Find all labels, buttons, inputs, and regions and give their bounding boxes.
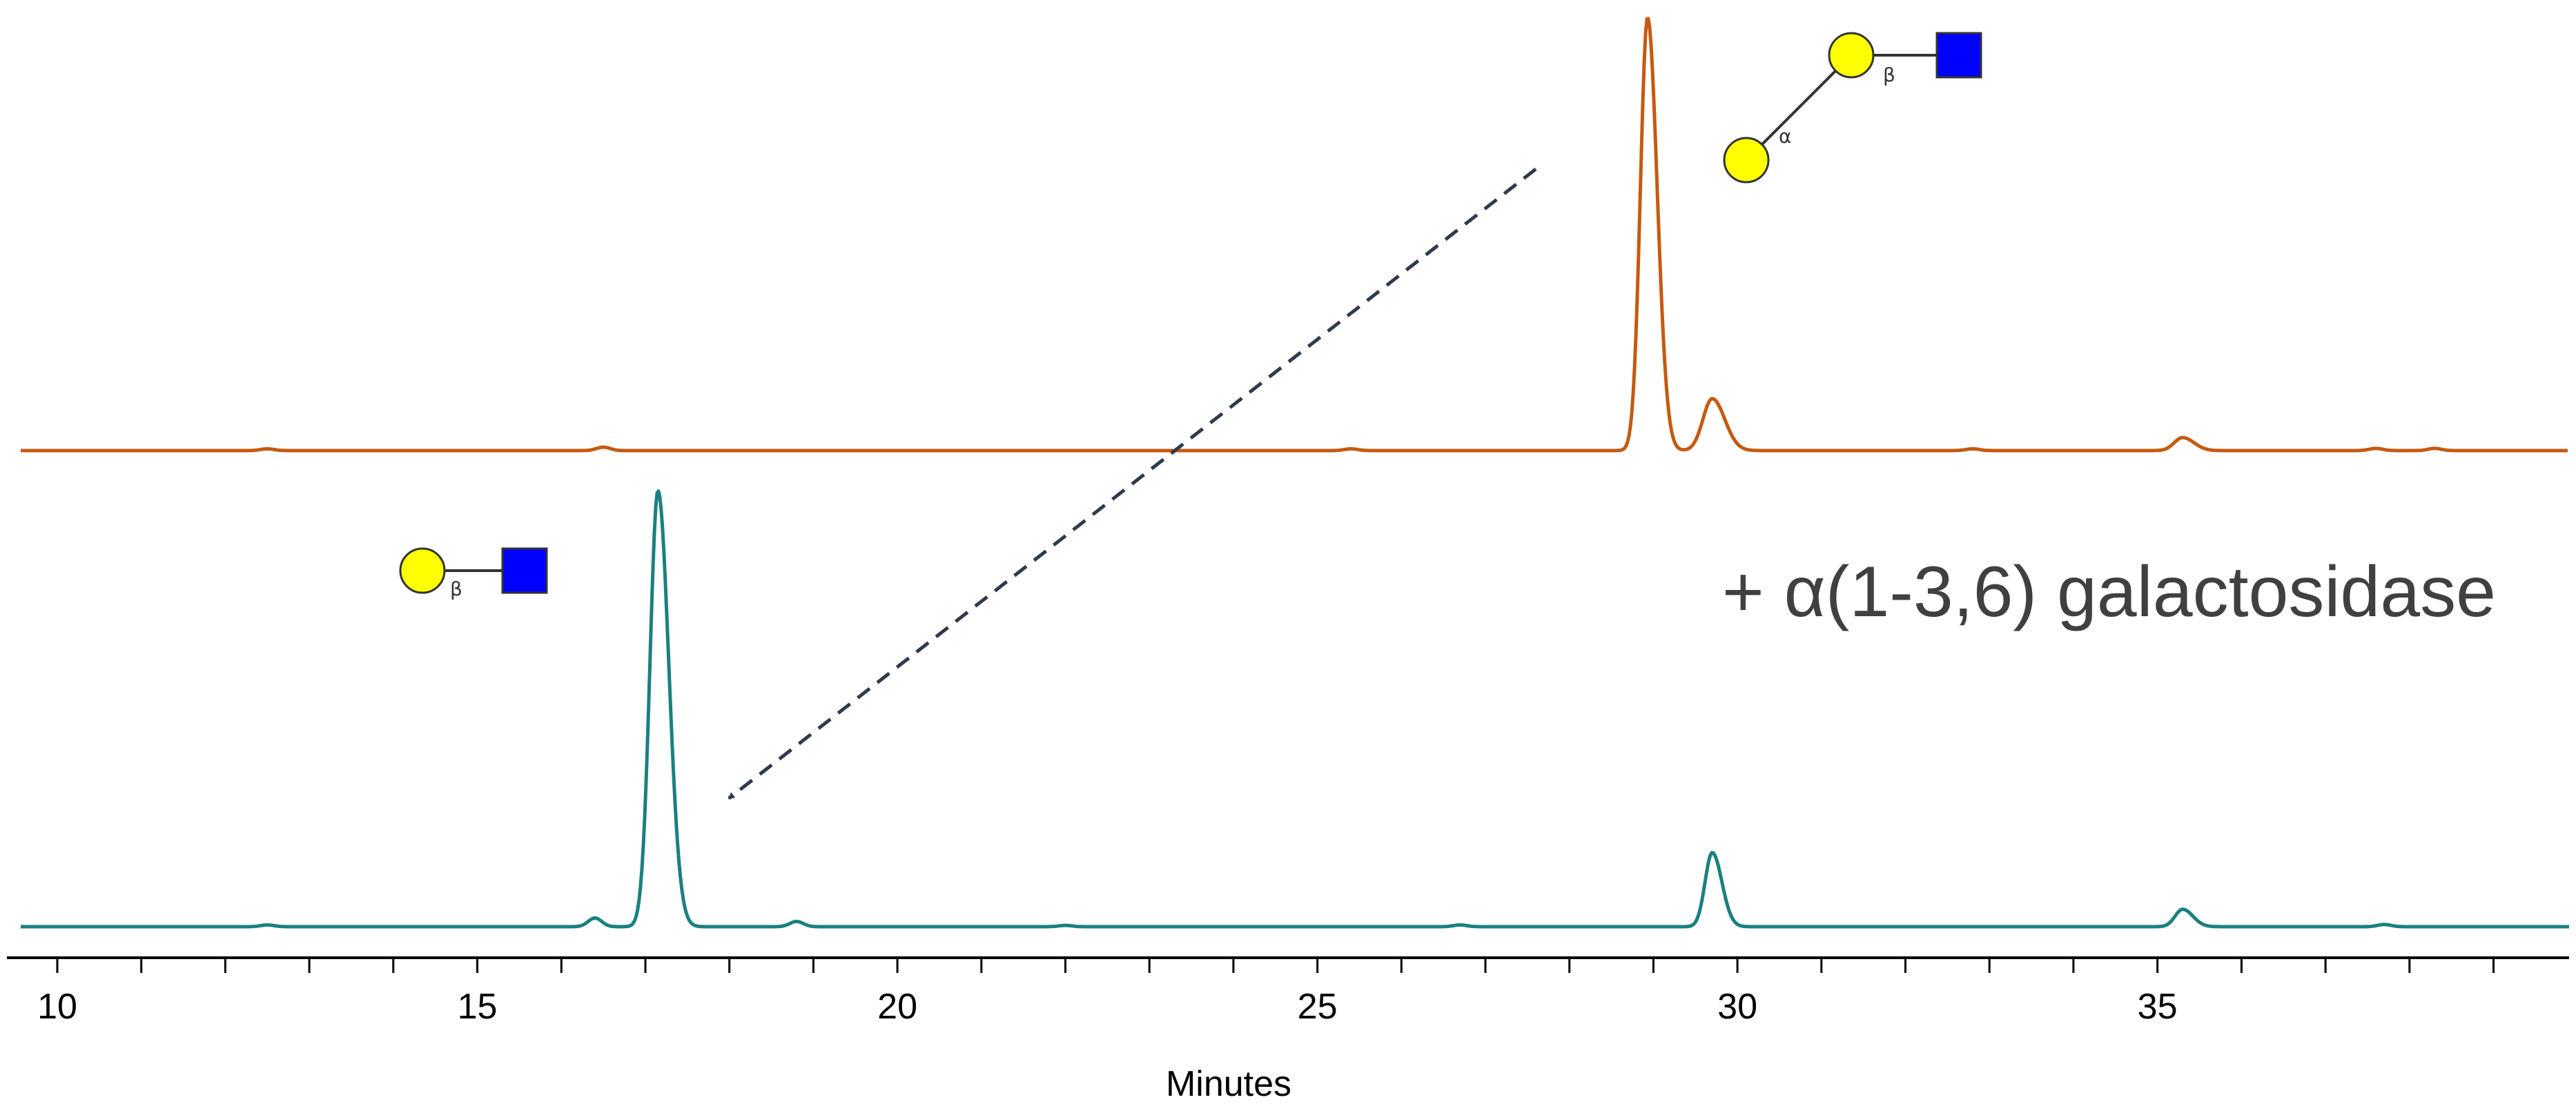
x-axis-tick-labels: 10 15 20 25 30 35 xyxy=(37,987,2177,1027)
x-tick-label-35: 35 xyxy=(2138,987,2178,1027)
glycan-gal-alpha-gal-beta-glcnac: α β xyxy=(1723,32,1982,184)
glycan-link-alpha xyxy=(1745,54,1853,161)
x-tick-label-30: 30 xyxy=(1717,987,1757,1027)
galactose-circle-terminal xyxy=(1723,137,1770,184)
x-tick-label-25: 25 xyxy=(1298,987,1338,1027)
dashed-arrow xyxy=(728,168,1537,800)
enzyme-treatment-label: + α(1-3,6) galactosidase xyxy=(1722,552,2496,632)
x-tick-label-15: 15 xyxy=(458,987,498,1027)
x-axis-title: Minutes xyxy=(1166,1064,1291,1104)
linkage-beta-label-top: β xyxy=(1883,63,1895,86)
linkage-beta-label-bottom: β xyxy=(450,578,462,600)
glcnac-square xyxy=(1935,32,1982,79)
x-axis-ticks xyxy=(56,958,2495,973)
trace-top-untreated xyxy=(20,17,2568,453)
linkage-alpha-label: α xyxy=(1779,125,1791,148)
galactose-circle xyxy=(399,547,446,594)
galactose-circle-core xyxy=(1828,32,1875,79)
x-tick-label-20: 20 xyxy=(877,987,917,1027)
trace-bottom-galactosidase-treated xyxy=(20,489,2570,929)
glcnac-square xyxy=(501,547,548,594)
x-tick-label-10: 10 xyxy=(37,987,77,1027)
glycan-gal-beta-glcnac: β xyxy=(399,547,548,600)
